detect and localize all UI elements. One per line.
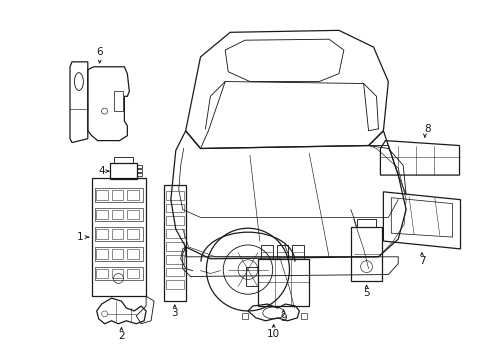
Bar — [95, 247, 143, 261]
Text: 8: 8 — [424, 124, 430, 134]
Bar — [96, 190, 107, 200]
Bar — [165, 267, 183, 276]
Bar — [111, 269, 123, 278]
Bar — [92, 178, 146, 296]
Bar — [242, 313, 247, 319]
Bar — [276, 245, 288, 259]
Text: 2: 2 — [118, 330, 124, 341]
Bar — [96, 210, 107, 219]
Bar — [111, 249, 123, 259]
Bar — [165, 204, 183, 212]
Bar — [113, 157, 133, 163]
Bar — [165, 229, 183, 238]
Text: 3: 3 — [171, 308, 178, 318]
Bar — [163, 185, 185, 301]
Bar — [165, 280, 183, 289]
Bar — [127, 249, 139, 259]
Text: 5: 5 — [363, 288, 369, 298]
Bar — [127, 269, 139, 278]
Text: 7: 7 — [418, 256, 425, 266]
Bar — [109, 163, 137, 179]
Text: 4: 4 — [98, 166, 105, 176]
Bar — [111, 190, 123, 200]
Bar — [165, 255, 183, 264]
Bar — [165, 216, 183, 225]
Bar — [127, 210, 139, 219]
Bar — [96, 269, 107, 278]
Bar — [137, 165, 142, 168]
Bar — [111, 229, 123, 239]
Bar — [257, 259, 308, 306]
Bar — [350, 227, 382, 282]
Bar — [137, 173, 142, 176]
Text: 1: 1 — [77, 232, 83, 242]
Bar — [165, 242, 183, 251]
Text: 10: 10 — [266, 329, 280, 339]
Bar — [245, 267, 257, 286]
Bar — [95, 227, 143, 241]
Bar — [165, 191, 183, 200]
Bar — [356, 219, 376, 227]
Bar — [127, 229, 139, 239]
Bar — [113, 91, 123, 111]
Bar — [96, 229, 107, 239]
Bar — [96, 249, 107, 259]
Text: 9: 9 — [280, 313, 286, 323]
Bar — [127, 190, 139, 200]
Bar — [95, 188, 143, 202]
Bar — [95, 267, 143, 280]
Bar — [111, 210, 123, 219]
Bar — [137, 169, 142, 172]
Bar — [95, 208, 143, 221]
Text: 6: 6 — [96, 47, 103, 57]
Bar — [292, 245, 304, 259]
Bar — [301, 313, 306, 319]
Bar — [260, 245, 272, 259]
